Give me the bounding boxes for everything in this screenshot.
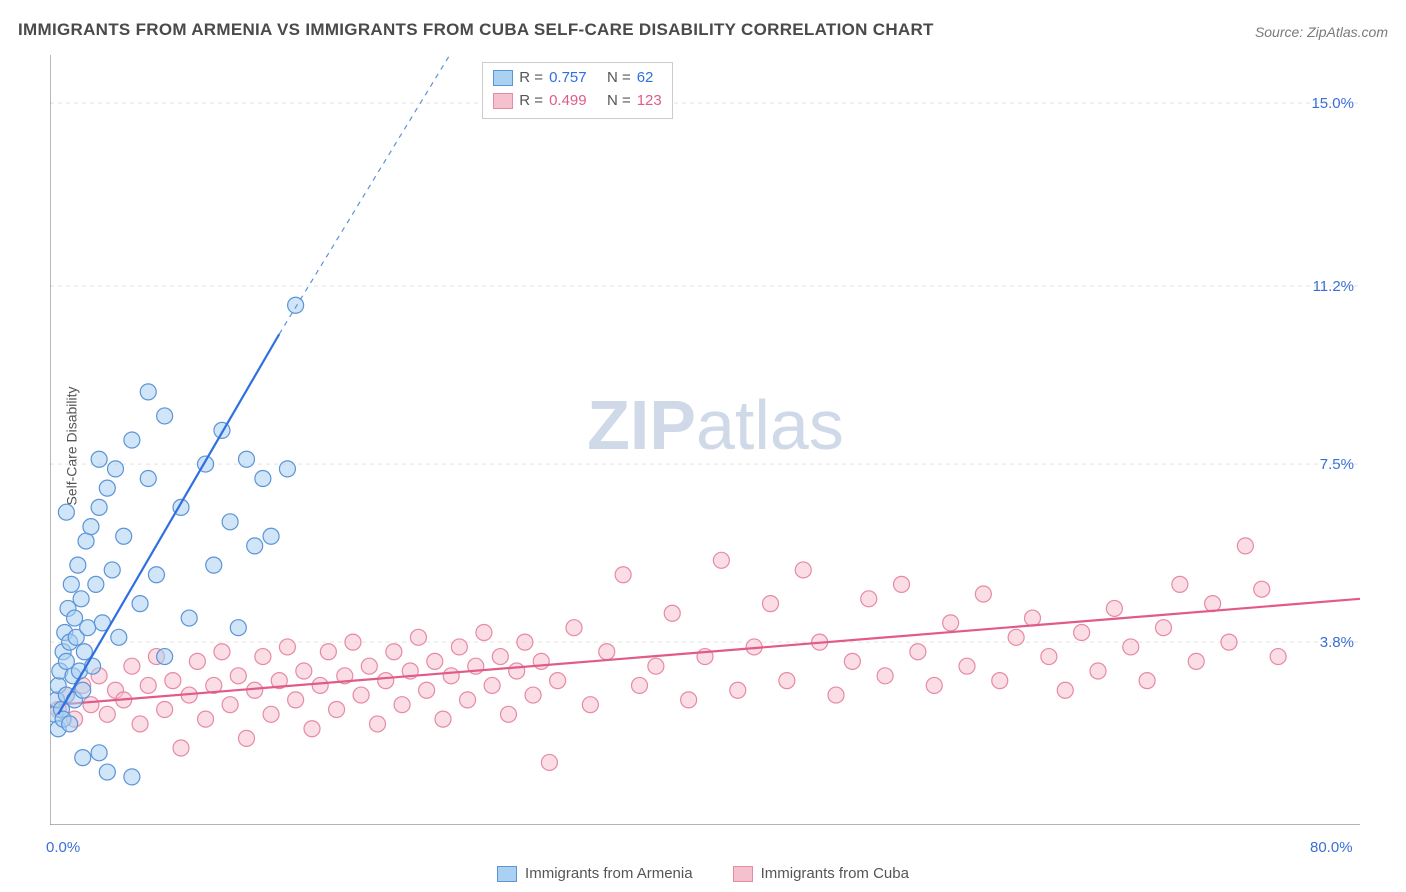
r-value-cuba: 0.499 bbox=[549, 90, 587, 113]
plot-area: 3.8% 7.5% 11.2% 15.0% bbox=[50, 55, 1360, 825]
n-value-cuba: 123 bbox=[637, 90, 662, 113]
r-label: R = bbox=[519, 67, 543, 90]
n-value-armenia: 62 bbox=[637, 67, 654, 90]
stats-row-cuba: R = 0.499 N = 123 bbox=[493, 90, 661, 113]
r-label: R = bbox=[519, 90, 543, 113]
svg-text:11.2%: 11.2% bbox=[1313, 278, 1354, 295]
chart-container: IMMIGRANTS FROM ARMENIA VS IMMIGRANTS FR… bbox=[0, 0, 1406, 892]
svg-text:3.8%: 3.8% bbox=[1320, 634, 1354, 651]
legend-item-armenia: Immigrants from Armenia bbox=[497, 865, 693, 882]
legend-label-cuba: Immigrants from Cuba bbox=[761, 865, 909, 882]
swatch-cuba bbox=[733, 866, 753, 882]
chart-title: IMMIGRANTS FROM ARMENIA VS IMMIGRANTS FR… bbox=[18, 20, 934, 40]
plot-svg: 3.8% 7.5% 11.2% 15.0% bbox=[50, 55, 1360, 825]
stats-row-armenia: R = 0.757 N = 62 bbox=[493, 67, 661, 90]
swatch-armenia bbox=[497, 866, 517, 882]
svg-text:7.5%: 7.5% bbox=[1320, 456, 1354, 473]
n-label: N = bbox=[607, 90, 631, 113]
r-value-armenia: 0.757 bbox=[549, 67, 587, 90]
bottom-legend: Immigrants from Armenia Immigrants from … bbox=[0, 865, 1406, 882]
x-axis-min: 0.0% bbox=[46, 839, 80, 856]
x-axis-max: 80.0% bbox=[1310, 839, 1353, 856]
svg-text:15.0%: 15.0% bbox=[1311, 95, 1354, 112]
swatch-armenia bbox=[493, 70, 513, 86]
n-label: N = bbox=[607, 67, 631, 90]
stats-legend: R = 0.757 N = 62 R = 0.499 N = 123 bbox=[482, 62, 672, 119]
source-label: Source: ZipAtlas.com bbox=[1255, 24, 1388, 40]
legend-item-cuba: Immigrants from Cuba bbox=[733, 865, 909, 882]
swatch-cuba bbox=[493, 93, 513, 109]
legend-label-armenia: Immigrants from Armenia bbox=[525, 865, 693, 882]
